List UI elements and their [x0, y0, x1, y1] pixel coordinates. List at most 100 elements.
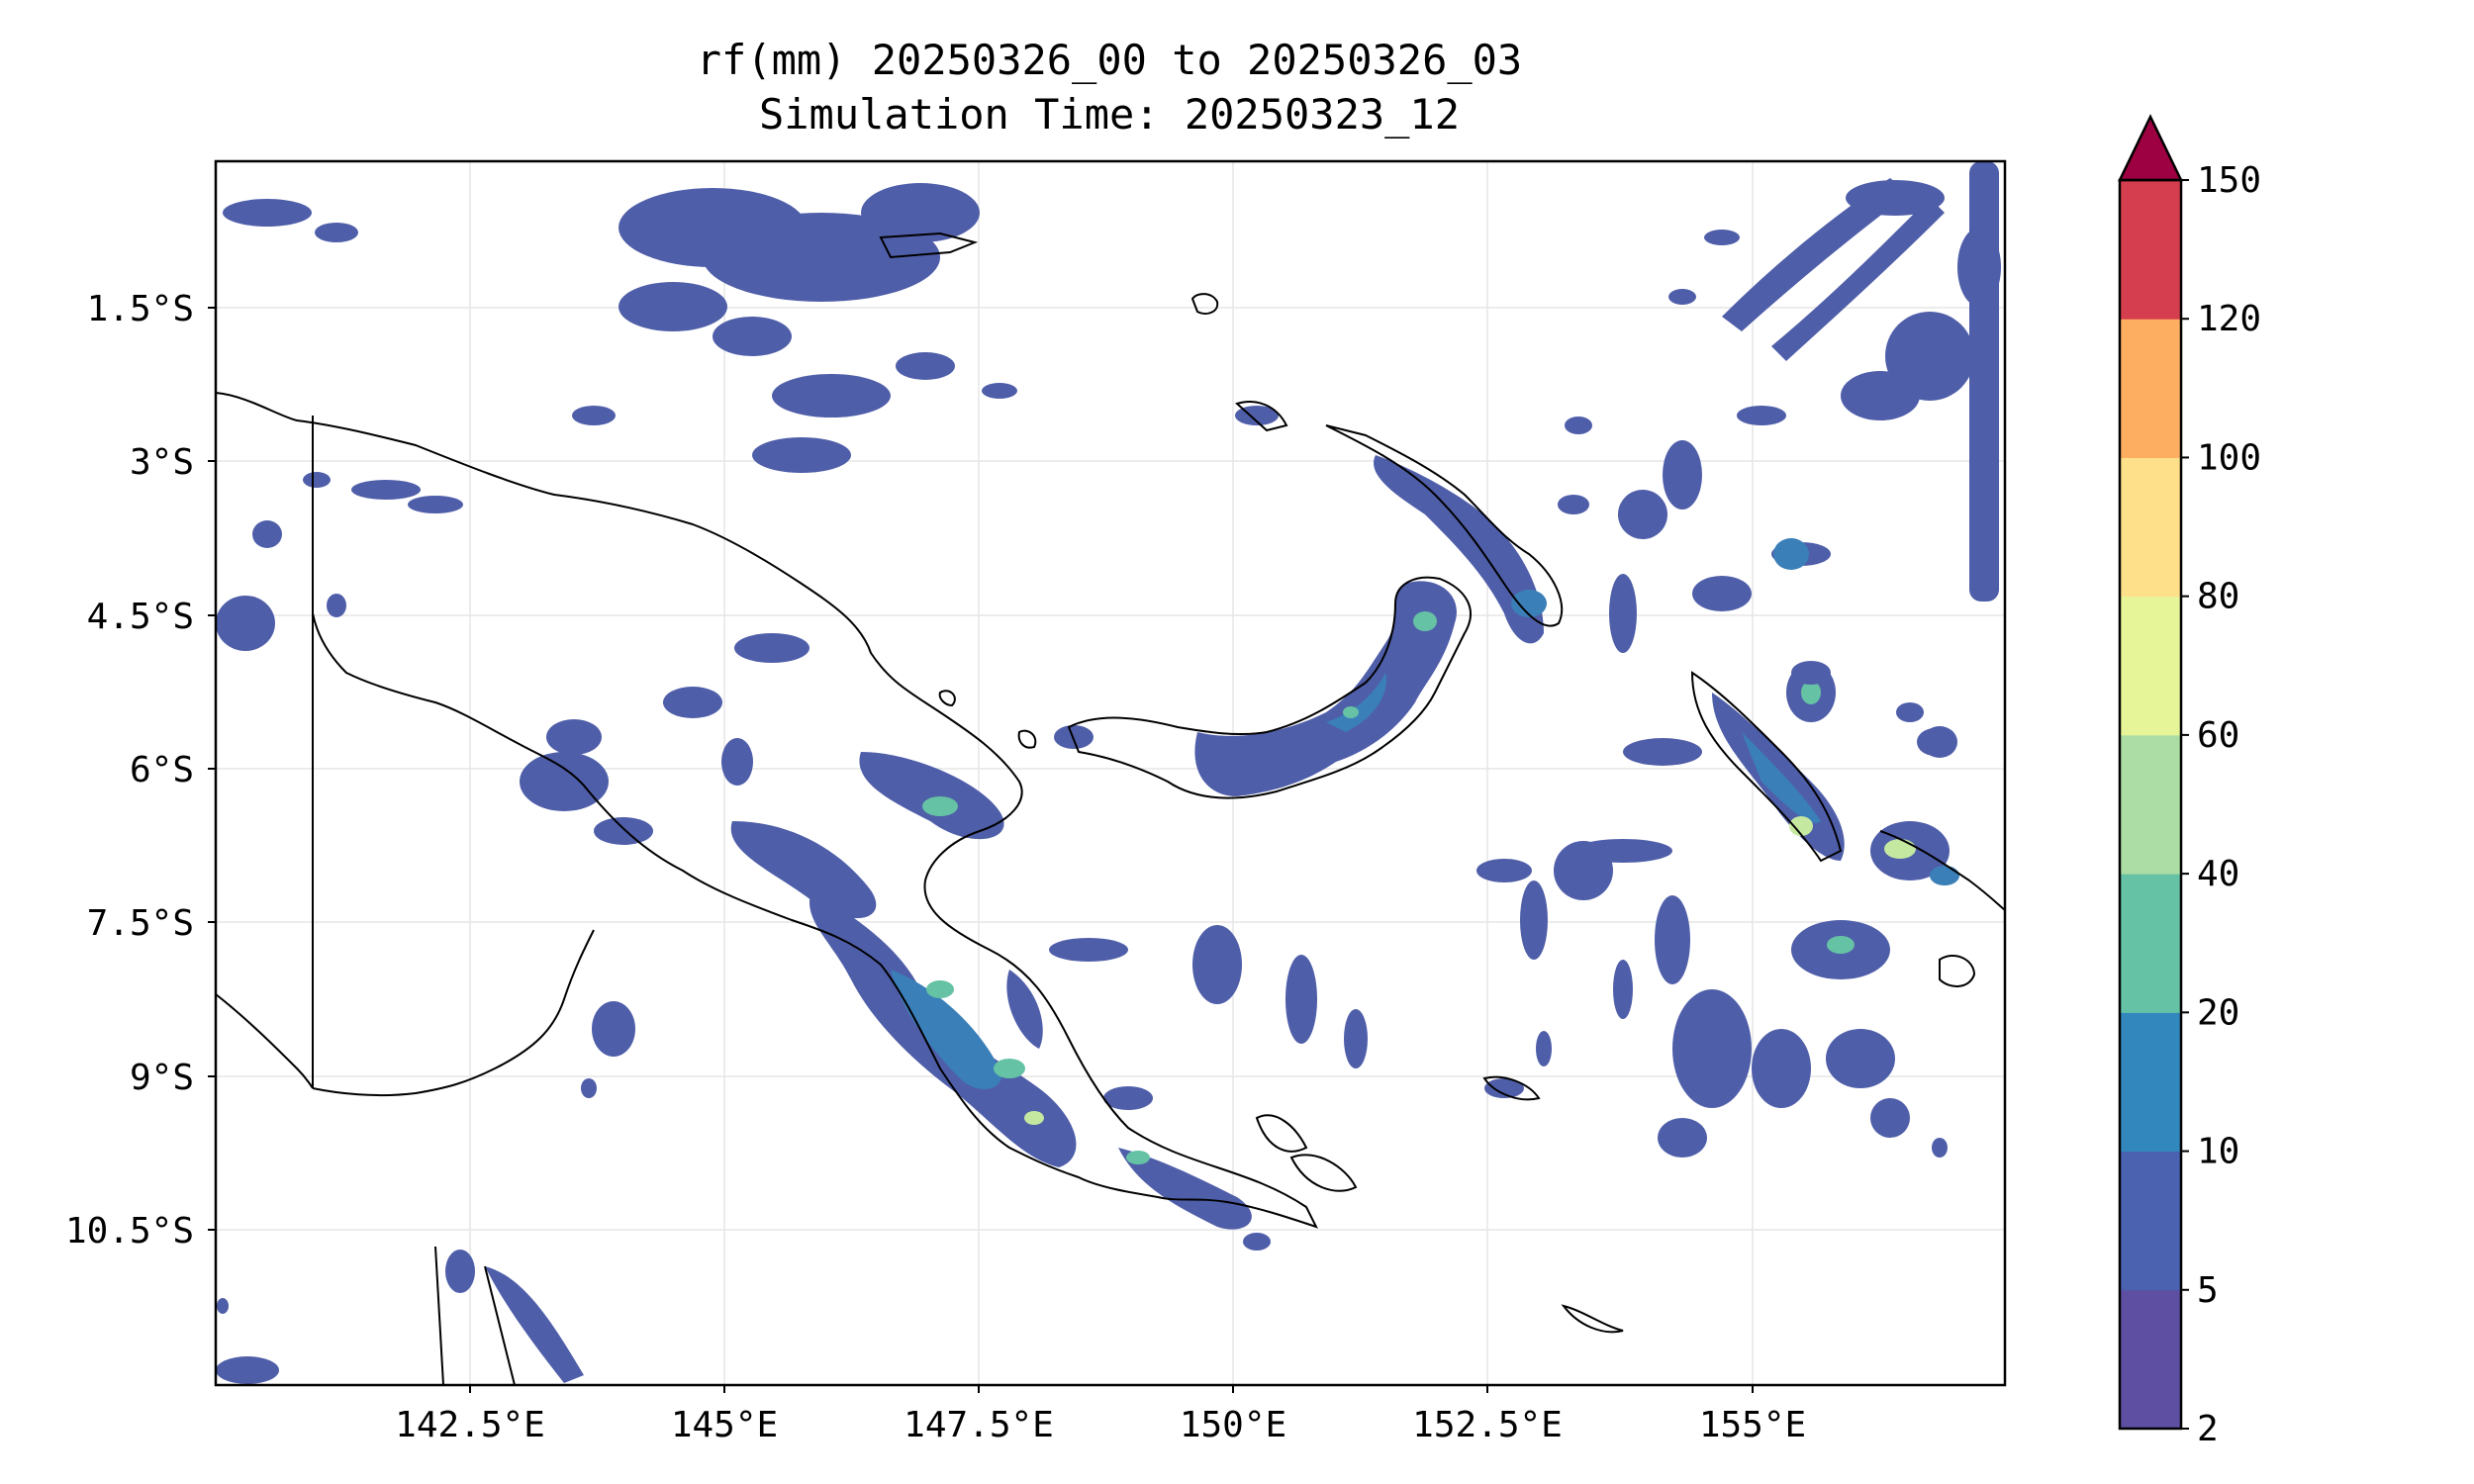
rain-cell-very-heavy: [1789, 816, 1813, 836]
colorbar-label: 10: [2197, 1132, 2239, 1172]
rain-cell: [1536, 1031, 1552, 1067]
rain-cell: [217, 1298, 229, 1314]
rain-cell: [1609, 574, 1637, 653]
colorbar-segment: [2120, 1151, 2181, 1291]
colorbar-extend-arrow: [2118, 114, 2183, 182]
coastline-island: [1561, 1304, 1624, 1334]
coastline-bougainville: [1690, 671, 1843, 863]
rain-cell: [861, 183, 980, 242]
lat-tick-label: 10.5°S: [65, 1211, 194, 1252]
rain-cell: [1484, 1078, 1524, 1098]
rain-cell: [252, 520, 282, 548]
colorbar-segment: [2120, 596, 2181, 736]
colorbar-label: 2: [2197, 1409, 2219, 1449]
lat-tick-label: 9°S: [130, 1058, 194, 1098]
coastline-island: [1289, 1154, 1358, 1192]
colorbar-segment: [2120, 1012, 2181, 1153]
rain-cell-heavy: [1343, 706, 1359, 718]
lat-tick-label: 1.5°S: [87, 289, 194, 329]
rain-cell: [1752, 1029, 1811, 1108]
rain-cell: [1922, 726, 1957, 758]
rain-cell: [1103, 1086, 1153, 1110]
rain-cell-moderate: [1326, 673, 1386, 732]
coastline-solomons: [1879, 830, 2006, 911]
coastline-island: [938, 690, 956, 707]
coastline-new-britain: [1067, 576, 1472, 799]
rain-cell-heavy: [1801, 681, 1821, 704]
rain-cell: [1558, 495, 1589, 514]
rain-cell: [1957, 228, 2001, 307]
rain-cell: [896, 352, 955, 380]
rain-cell: [982, 383, 1017, 399]
rain-cell: [1896, 702, 1924, 722]
colorbar-segments: [2120, 180, 2181, 1430]
colorbar-label: 40: [2197, 854, 2239, 894]
rain-cell: [1663, 440, 1702, 510]
colorbar-frame: [2118, 178, 2183, 1431]
rain-cell: [1771, 198, 1945, 361]
rain-cell: [721, 738, 753, 786]
rain-cell: [1374, 455, 1544, 644]
rain-cell: [1658, 1118, 1707, 1158]
lon-tick-label: 152.5°E: [1412, 1405, 1563, 1445]
coastline-cape-york: [434, 1246, 444, 1386]
rain-cell: [1826, 1029, 1895, 1088]
colorbar-label: 5: [2197, 1270, 2219, 1311]
rain-cell: [663, 687, 722, 718]
map-frame: [214, 159, 2007, 1387]
rain-cell: [1668, 289, 1696, 305]
rain-cell: [1846, 180, 1945, 216]
rain-cell-moderate: [1773, 538, 1809, 570]
rain-cell-heavy: [1827, 936, 1855, 954]
rain-cell: [216, 596, 275, 651]
rain-cell: [303, 472, 331, 488]
rain-cell-moderate: [1742, 732, 1821, 823]
colorbar: 2 5 10 20 40 60 80 100 120 150: [2118, 114, 2261, 1449]
rain-cell: [734, 633, 809, 663]
rain-cell: [1870, 1098, 1910, 1138]
lon-tick-label: 150°E: [1180, 1405, 1286, 1445]
rain-cell: [327, 594, 346, 617]
colorbar-segment: [2120, 1289, 2181, 1430]
colorbar-segment: [2120, 874, 2181, 1013]
rain-cell: [1791, 661, 1831, 685]
rain-cell: [703, 213, 940, 302]
rain-cell: [592, 1001, 635, 1057]
rain-cell: [1841, 371, 1920, 420]
colorbar-labels: 2 5 10 20 40 60 80 100 120 150: [2181, 160, 2261, 1449]
lon-axis: 142.5°E 145°E 147.5°E 150°E 152.5°E 155°…: [395, 1385, 1806, 1445]
colorbar-label: 20: [2197, 992, 2239, 1033]
rain-cell: [1573, 839, 1672, 863]
lon-tick-label: 147.5°E: [904, 1405, 1054, 1445]
rain-cell: [1692, 576, 1752, 611]
rain-cell: [1344, 1009, 1368, 1068]
rain-cell-very-heavy: [1024, 1111, 1044, 1125]
rain-cell: [1118, 1148, 1252, 1230]
rain-cell: [520, 752, 609, 811]
coastline-island: [879, 232, 979, 259]
colorbar-segment: [2120, 734, 2181, 875]
rain-cell: [315, 223, 358, 242]
rain-cell-heavy: [922, 796, 958, 816]
rain-cell-heavy: [1126, 1151, 1150, 1164]
rain-cell-moderate: [1511, 590, 1547, 617]
coastline-south-west: [215, 993, 314, 1089]
rain-cell: [1655, 895, 1690, 984]
rain-cell: [1565, 417, 1592, 434]
coastline-cape-york-east: [484, 1265, 516, 1386]
title-line-2: Simulation Time: 20250323_12: [759, 90, 1460, 139]
rain-cell: [546, 719, 602, 755]
coastline-island: [1482, 1075, 1541, 1101]
rain-cell: [1618, 490, 1667, 539]
coastline-island: [1255, 1114, 1308, 1153]
rain-cell: [713, 317, 792, 356]
rain-cell-heavy: [926, 980, 954, 998]
rain-cell: [1192, 925, 1242, 1004]
colorbar-segment: [2120, 180, 2181, 320]
rain-cell: [594, 817, 653, 845]
rain-cell: [223, 199, 312, 227]
rain-band-edge: [1969, 161, 1999, 602]
rain-cell: [752, 437, 851, 473]
rain-cell: [351, 480, 421, 500]
